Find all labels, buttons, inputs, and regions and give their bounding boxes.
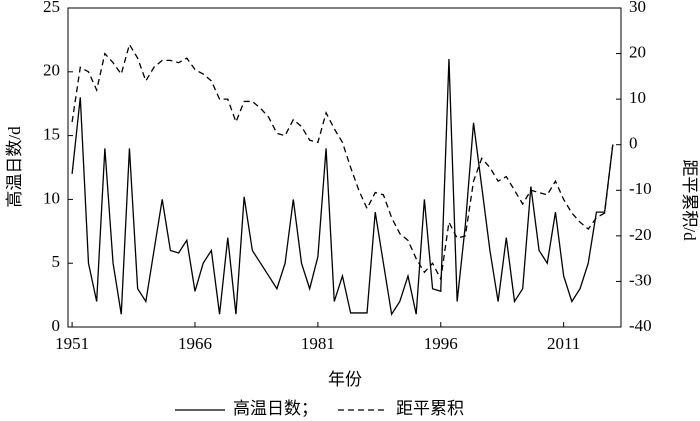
y2-tick-label: 10 bbox=[629, 88, 646, 107]
y-axis-label: 高温日数/d bbox=[5, 126, 24, 208]
x-tick-label: 1966 bbox=[178, 334, 212, 353]
plot-frame bbox=[67, 7, 622, 328]
y-tick-label: 10 bbox=[43, 188, 60, 207]
x-tick-label: 1981 bbox=[301, 334, 335, 353]
y2-tick-label: -20 bbox=[629, 225, 652, 244]
y2-tick-label: 30 bbox=[629, 0, 646, 16]
y2-tick-label: -30 bbox=[629, 270, 652, 289]
y2-tick-label: 20 bbox=[629, 42, 646, 61]
series-line bbox=[71, 42, 614, 282]
y-tick-label: 15 bbox=[43, 125, 60, 144]
y2-tick-label: -40 bbox=[629, 316, 652, 335]
x-tick-label: 1951 bbox=[55, 334, 89, 353]
y2-tick-label: -10 bbox=[629, 179, 652, 198]
y-tick-label: 5 bbox=[52, 252, 61, 271]
x-tick-label: 1996 bbox=[424, 334, 458, 353]
y2-tick-label: 0 bbox=[629, 134, 638, 153]
series-line bbox=[71, 59, 614, 317]
legend-label: 距平累积 bbox=[396, 399, 464, 418]
x-axis-label: 年份 bbox=[328, 370, 362, 389]
y-tick-label: 25 bbox=[43, 0, 60, 16]
x-tick-label: 2011 bbox=[547, 334, 580, 353]
y2-axis-label: 距平累积/d bbox=[680, 159, 699, 241]
legend-label: 高温日数 bbox=[233, 399, 301, 418]
y-tick-label: 0 bbox=[52, 316, 61, 335]
y-tick-label: 20 bbox=[43, 61, 60, 80]
legend-separator: ； bbox=[301, 399, 318, 418]
